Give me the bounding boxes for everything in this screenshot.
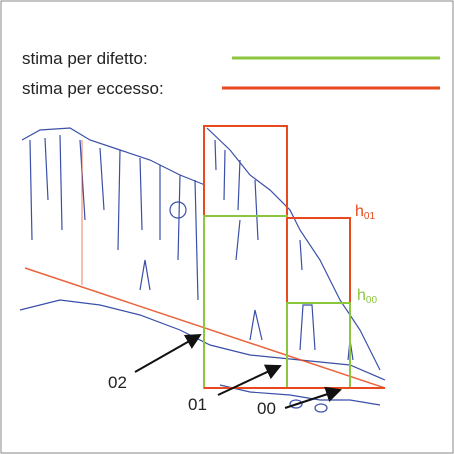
legend-lower: stima per difetto: [22,49,148,68]
point-label: 00 [257,399,276,418]
point-label: 02 [108,373,127,392]
frame [1,1,453,453]
legend-upper: stima per eccesso: [22,79,164,98]
diagram: stima per difetto: stima per eccesso: h0… [0,0,454,454]
height-base: h [355,203,364,220]
height-sub: 01 [364,211,376,222]
point-label: 01 [188,395,207,414]
height-base: h [357,287,366,304]
height-sub: 00 [366,295,378,306]
